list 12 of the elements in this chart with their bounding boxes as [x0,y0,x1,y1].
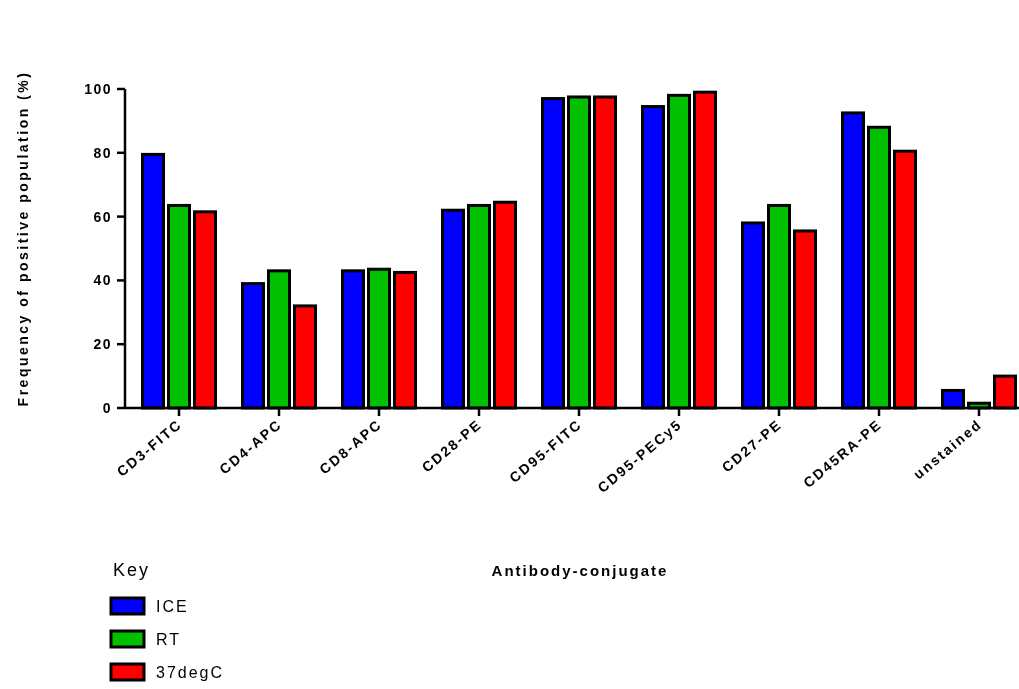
y-tick-label: 20 [93,336,112,353]
y-tick-label: 100 [84,80,112,97]
y-tick-label: 80 [93,144,112,161]
legend-label: ICE [156,598,189,615]
y-tick-label: 40 [93,272,112,289]
y-axis-title: Frequency of positive population (%) [15,70,31,407]
y-tick-label: 0 [102,399,112,416]
legend-title: Key [113,560,151,580]
x-axis-title: Antibody-conjugate [491,562,669,579]
y-tick-label: 60 [93,208,112,225]
legend-label: RT [156,631,182,648]
legend-label: 37degC [156,664,225,681]
